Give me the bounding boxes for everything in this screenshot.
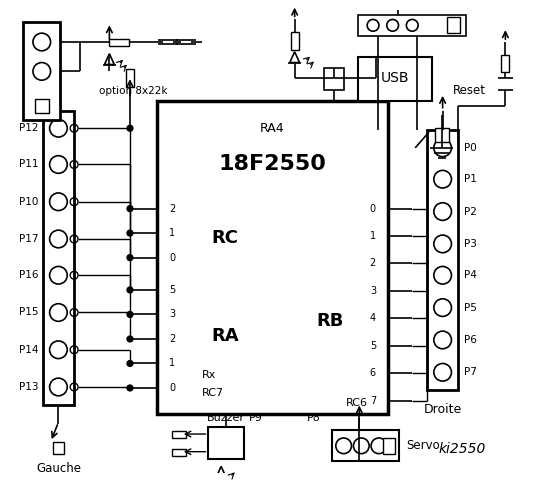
Text: P8: P8 (307, 413, 321, 423)
Circle shape (127, 125, 133, 131)
Text: P17: P17 (19, 234, 39, 244)
Bar (427, 130, 458, 390)
Text: 3: 3 (370, 286, 376, 296)
Text: Gauche: Gauche (36, 462, 81, 475)
Bar (126, 70, 134, 87)
Text: P7: P7 (464, 367, 477, 377)
Bar (324, 69, 343, 90)
Text: ki2550: ki2550 (439, 442, 486, 456)
Text: 2: 2 (169, 204, 175, 214)
Text: 18F2550: 18F2550 (218, 155, 326, 175)
Bar (435, 128, 448, 142)
Bar (53, 442, 64, 454)
Text: 0: 0 (169, 252, 175, 263)
Text: P12: P12 (19, 123, 39, 133)
Text: RC: RC (211, 229, 238, 247)
Text: P5: P5 (464, 302, 477, 312)
Circle shape (127, 287, 133, 293)
Text: P2: P2 (464, 206, 477, 216)
Text: P4: P4 (464, 270, 477, 280)
Text: 7: 7 (370, 396, 376, 406)
Bar (109, 39, 129, 46)
Text: 1: 1 (370, 231, 376, 241)
Text: P1: P1 (464, 174, 477, 184)
Text: option 8x22k: option 8x22k (98, 86, 167, 96)
Circle shape (127, 255, 133, 261)
Text: 2: 2 (370, 259, 376, 268)
Text: P14: P14 (19, 345, 39, 355)
Text: Droite: Droite (424, 403, 462, 416)
Text: 0: 0 (169, 383, 175, 393)
Text: P6: P6 (464, 335, 477, 345)
Text: 3: 3 (169, 310, 175, 320)
Text: 5: 5 (370, 341, 376, 351)
Bar (447, 17, 460, 33)
Circle shape (127, 312, 133, 317)
Circle shape (127, 205, 133, 212)
Bar (358, 57, 432, 101)
Bar (35, 99, 49, 112)
Circle shape (127, 360, 133, 366)
Text: 2: 2 (169, 334, 175, 344)
Text: P13: P13 (19, 382, 39, 392)
Text: Reset: Reset (453, 84, 486, 97)
Circle shape (127, 230, 133, 236)
Text: 6: 6 (370, 368, 376, 378)
Text: 1: 1 (169, 228, 175, 238)
Text: Rx: Rx (201, 370, 216, 380)
Text: RB: RB (316, 312, 343, 330)
Text: P0: P0 (464, 143, 477, 153)
Text: 1: 1 (169, 359, 175, 369)
Text: 4: 4 (370, 313, 376, 324)
Bar (23, 23, 60, 120)
Bar (291, 32, 299, 50)
Circle shape (127, 336, 133, 342)
Text: Buzzer: Buzzer (207, 413, 245, 423)
Text: USB: USB (380, 71, 409, 85)
Bar (332, 430, 399, 461)
Text: P16: P16 (19, 270, 39, 280)
Text: P10: P10 (19, 197, 39, 207)
Bar (43, 110, 74, 405)
Bar (208, 427, 244, 458)
Text: P3: P3 (464, 239, 477, 249)
Text: RA: RA (211, 327, 239, 345)
Text: RC7: RC7 (201, 388, 223, 398)
Text: 5: 5 (169, 285, 175, 295)
Text: P15: P15 (19, 308, 39, 317)
Bar (172, 431, 186, 438)
Bar (502, 55, 509, 72)
Bar (172, 449, 186, 456)
Text: RA4: RA4 (260, 122, 284, 135)
Text: 0: 0 (370, 204, 376, 214)
Text: P9: P9 (248, 413, 262, 423)
Bar (383, 438, 395, 454)
Text: Servo: Servo (406, 439, 440, 452)
Circle shape (127, 385, 133, 391)
Bar (358, 14, 466, 36)
Text: RC6: RC6 (346, 397, 368, 408)
Text: P11: P11 (19, 159, 39, 169)
Bar (158, 101, 388, 414)
